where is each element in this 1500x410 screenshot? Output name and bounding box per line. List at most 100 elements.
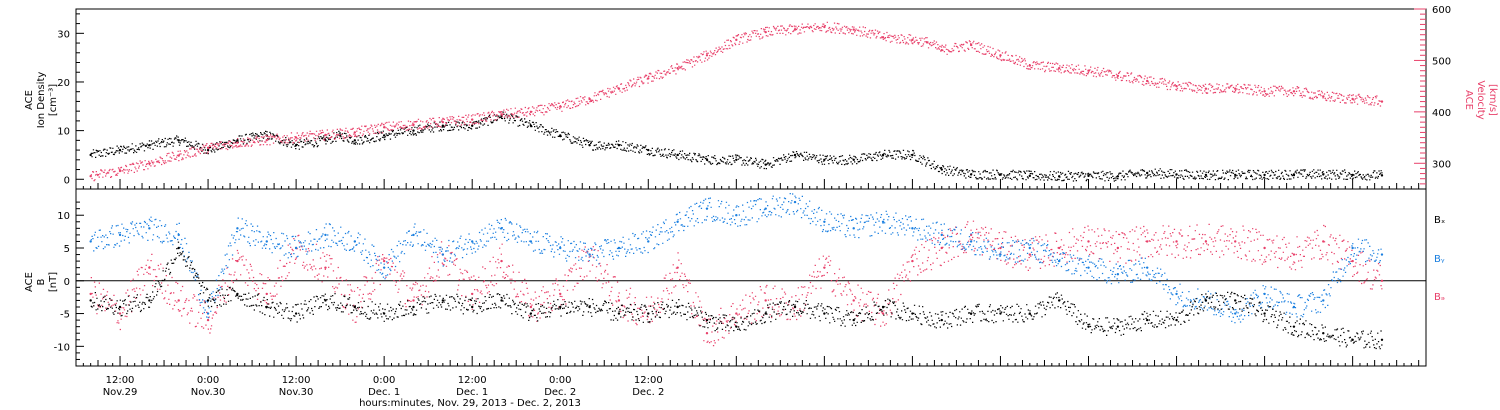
data-point: [1175, 318, 1178, 322]
data-point: [1292, 305, 1296, 309]
data-point: [764, 30, 767, 34]
data-point: [89, 174, 92, 178]
data-point: [118, 148, 122, 152]
bottom-left-tick-label: -5: [60, 310, 70, 321]
data-point: [823, 266, 826, 269]
data-point: [265, 240, 268, 243]
top-left-ylabel-line1: ACE: [24, 90, 35, 110]
data-point: [1116, 175, 1120, 178]
data-point: [1204, 87, 1208, 90]
data-point: [588, 305, 591, 309]
data-point: [735, 312, 738, 315]
data-point: [470, 118, 474, 121]
data-point: [1322, 95, 1325, 98]
data-point: [206, 312, 210, 315]
series-point-cloud: [90, 220, 1383, 347]
data-point: [412, 123, 415, 126]
data-point: [412, 305, 415, 309]
data-point: [1351, 97, 1354, 101]
data-point: [1175, 173, 1178, 176]
data-point: [793, 305, 797, 309]
data-point: [559, 105, 562, 108]
bottom-left-tick-label: 0: [64, 277, 70, 288]
data-point: [852, 227, 855, 230]
data-point: [559, 305, 562, 309]
data-point: [441, 299, 445, 302]
data-point: [1322, 332, 1325, 335]
data-point: [676, 266, 679, 269]
top-right-tick-label: 600: [1432, 5, 1451, 16]
data-point: [1175, 292, 1178, 296]
data-point: [1087, 174, 1090, 178]
top-left-tick-label: 30: [57, 29, 70, 40]
data-point: [265, 292, 268, 296]
data-point: [911, 153, 914, 157]
data-point: [206, 299, 210, 302]
data-point: [735, 325, 738, 328]
data-point: [1116, 273, 1120, 276]
data-point: [470, 305, 474, 309]
series-point-cloud: [90, 193, 1383, 324]
data-point: [1263, 312, 1266, 315]
top-panel-points: [89, 21, 1384, 182]
data-point: [735, 158, 738, 162]
data-point: [1380, 253, 1384, 256]
data-point: [911, 312, 914, 315]
data-point: [969, 240, 973, 243]
data-point: [1322, 240, 1325, 243]
x-axis: 12:00Nov.290:00Nov.3012:00Nov.300:00Dec.…: [75, 179, 1427, 398]
data-point: [529, 124, 533, 127]
data-point: [999, 173, 1002, 176]
data-point: [647, 312, 650, 315]
data-point: [676, 66, 679, 70]
data-point: [1263, 173, 1266, 177]
bottom-left-tick-label: 10: [57, 211, 70, 222]
data-point: [206, 146, 210, 150]
x-tick-date: Dec. 2: [544, 387, 576, 398]
data-point: [588, 97, 591, 101]
data-point: [236, 139, 239, 142]
data-point: [925, 41, 929, 44]
data-point: [559, 134, 562, 137]
data-point: [324, 233, 327, 237]
data-point: [705, 318, 709, 322]
data-point: [588, 253, 591, 256]
data-point: [705, 207, 709, 210]
data-point: [735, 38, 738, 42]
data-point: [148, 227, 151, 230]
data-point: [236, 227, 239, 230]
legend-bz: Bₔ: [1434, 292, 1445, 303]
data-point: [940, 48, 943, 52]
data-point: [236, 141, 239, 144]
top-left-ylabel-line3: [cm⁻³]: [48, 84, 59, 116]
data-point: [1145, 240, 1149, 243]
bottom-left-axis: -10 -5 0 5 10: [54, 201, 84, 360]
data-point: [324, 299, 327, 302]
data-point: [324, 133, 327, 137]
data-point: [118, 233, 122, 237]
data-point: [1351, 338, 1354, 341]
data-point: [177, 246, 180, 250]
data-point: [470, 292, 474, 296]
data-point: [999, 54, 1002, 57]
data-point: [294, 144, 298, 147]
data-point: [236, 259, 239, 263]
data-point: [412, 129, 415, 132]
data-point: [148, 299, 151, 302]
data-point: [382, 126, 386, 129]
top-right-tick-label: 500: [1432, 56, 1451, 67]
data-point: [500, 113, 503, 116]
data-point: [1087, 69, 1090, 72]
data-point: [823, 312, 826, 315]
data-point: [940, 246, 943, 250]
top-right-axis: 300 400 500 600: [1414, 5, 1451, 190]
x-tick-date: Dec. 1: [368, 387, 400, 398]
data-point: [1263, 246, 1266, 250]
data-point: [1175, 84, 1178, 88]
data-point: [148, 144, 151, 147]
data-point: [1263, 90, 1266, 93]
data-point: [1145, 266, 1149, 269]
top-right-ylabel-line3: [km/s]: [1487, 84, 1498, 116]
bottom-left-ylabel-line1: ACE: [24, 272, 35, 292]
data-point: [940, 318, 943, 322]
